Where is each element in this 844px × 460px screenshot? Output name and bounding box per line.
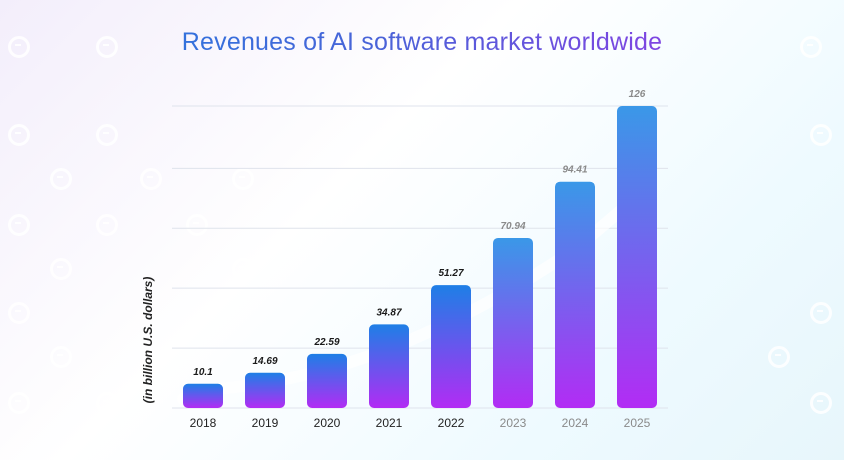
x-tick-label: 2020 <box>314 416 341 430</box>
data-label: 70.94 <box>500 221 525 232</box>
data-label: 34.87 <box>376 307 401 318</box>
bar-2023 <box>493 237 533 408</box>
watermark-logo-icon <box>186 214 208 236</box>
bar-2019 <box>245 372 285 408</box>
bar-2018 <box>183 383 223 408</box>
watermark-logo-icon <box>800 36 822 58</box>
x-tick-label: 2018 <box>190 416 217 430</box>
chart-title: Revenues of AI software market worldwide <box>0 28 844 57</box>
watermark-logo-icon <box>140 168 162 190</box>
data-label: 94.41 <box>562 165 587 176</box>
bar-2020 <box>307 353 347 408</box>
watermark-logo-icon <box>810 302 832 324</box>
data-label: 22.59 <box>313 337 339 348</box>
watermark-logo-icon <box>96 36 118 58</box>
bar-2024 <box>555 181 595 408</box>
watermark-logo-icon <box>50 168 72 190</box>
watermark-logo-icon <box>232 258 254 280</box>
x-tick-label: 2025 <box>624 416 651 430</box>
data-label: 14.69 <box>252 356 277 367</box>
watermark-logo-icon <box>768 346 790 368</box>
bar-2021 <box>369 324 409 408</box>
watermark-logo-icon <box>8 124 30 146</box>
x-tick-label: 2021 <box>376 416 403 430</box>
x-tick-label: 2019 <box>252 416 279 430</box>
watermark-logo-icon <box>8 214 30 236</box>
data-label: 51.27 <box>438 268 463 279</box>
bar-2022 <box>431 285 471 408</box>
x-tick-label: 2024 <box>562 416 589 430</box>
watermark-logo-icon <box>232 168 254 190</box>
watermark-logo-icon <box>810 124 832 146</box>
data-label: 126 <box>629 89 646 100</box>
watermark-logo-icon <box>8 392 30 414</box>
watermark-logo-icon <box>96 392 118 414</box>
watermark-logo-icon <box>8 302 30 324</box>
bar-2025 <box>617 106 657 408</box>
x-tick-label: 2022 <box>438 416 465 430</box>
watermark-logo-icon <box>96 124 118 146</box>
watermark-logo-icon <box>96 214 118 236</box>
x-tick-label: 2023 <box>500 416 527 430</box>
watermark-logo-icon <box>810 392 832 414</box>
watermark-logo-icon <box>50 346 72 368</box>
data-label: 10.1 <box>193 367 213 378</box>
watermark-logo-icon <box>50 258 72 280</box>
watermark-logo-icon <box>8 36 30 58</box>
